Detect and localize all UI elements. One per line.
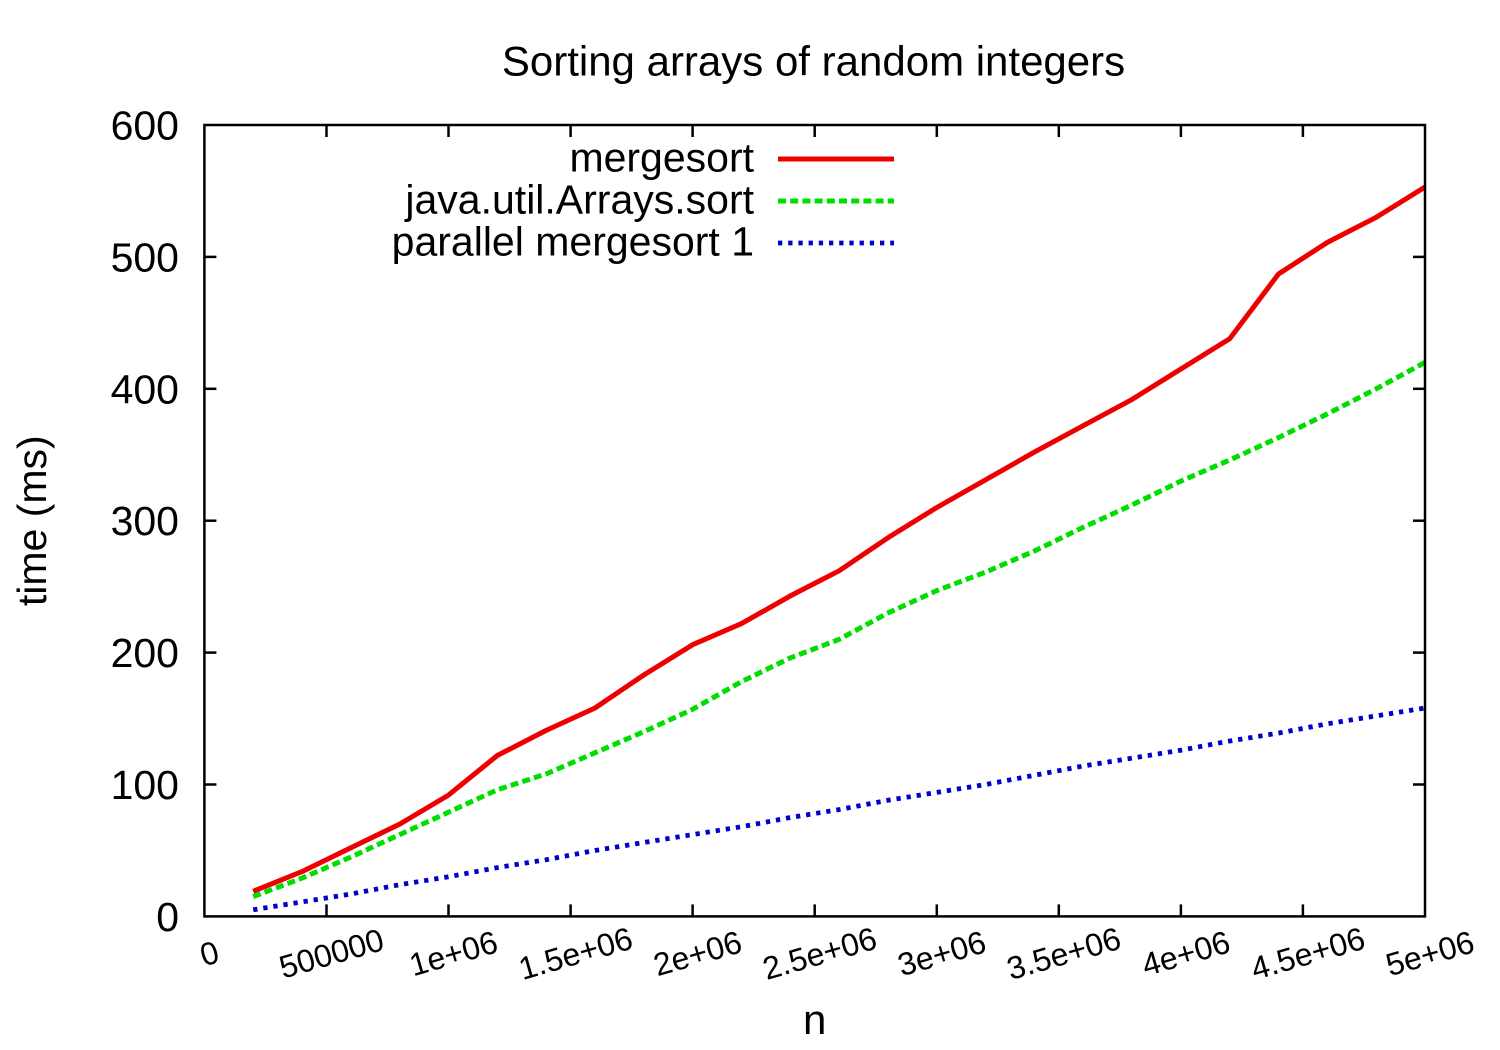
svg-text:0: 0 bbox=[156, 894, 179, 940]
svg-text:100: 100 bbox=[111, 762, 179, 808]
svg-text:500: 500 bbox=[111, 234, 179, 280]
svg-text:200: 200 bbox=[111, 630, 179, 676]
svg-text:parallel mergesort 1: parallel mergesort 1 bbox=[392, 219, 754, 265]
svg-text:300: 300 bbox=[111, 498, 179, 544]
svg-text:600: 600 bbox=[111, 103, 179, 149]
svg-text:n: n bbox=[803, 996, 826, 1043]
svg-text:time (ms): time (ms) bbox=[9, 435, 55, 606]
svg-text:mergesort: mergesort bbox=[569, 135, 754, 181]
svg-text:Sorting arrays of random integ: Sorting arrays of random integers bbox=[502, 38, 1125, 85]
svg-text:400: 400 bbox=[111, 366, 179, 412]
svg-text:java.util.Arrays.sort: java.util.Arrays.sort bbox=[404, 177, 754, 223]
